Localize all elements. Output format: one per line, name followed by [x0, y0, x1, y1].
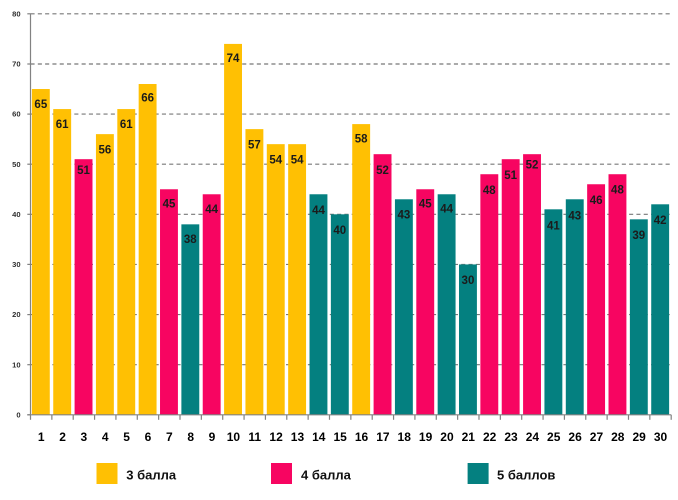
svg-text:61: 61 [56, 119, 69, 131]
svg-text:43: 43 [397, 209, 410, 221]
svg-text:9: 9 [209, 430, 216, 444]
svg-text:21: 21 [462, 430, 476, 444]
svg-text:44: 44 [312, 205, 325, 217]
svg-text:38: 38 [184, 234, 197, 246]
svg-text:39: 39 [632, 230, 645, 242]
svg-text:12: 12 [269, 430, 283, 444]
svg-text:19: 19 [419, 430, 433, 444]
svg-text:46: 46 [590, 195, 603, 207]
svg-text:11: 11 [248, 430, 261, 444]
svg-text:65: 65 [34, 99, 47, 111]
svg-text:13: 13 [291, 430, 305, 444]
svg-text:80: 80 [12, 9, 20, 18]
svg-text:42: 42 [654, 215, 667, 227]
svg-text:54: 54 [269, 154, 282, 166]
svg-text:40: 40 [12, 210, 20, 219]
svg-text:57: 57 [248, 140, 261, 152]
svg-text:5 баллов: 5 баллов [497, 467, 555, 482]
svg-text:20: 20 [440, 430, 454, 444]
svg-text:3 балла: 3 балла [126, 467, 177, 482]
svg-text:23: 23 [504, 430, 518, 444]
svg-text:60: 60 [12, 110, 20, 119]
svg-text:25: 25 [547, 430, 561, 444]
svg-text:50: 50 [12, 160, 20, 169]
svg-text:20: 20 [12, 310, 20, 319]
svg-text:10: 10 [12, 360, 20, 369]
svg-text:15: 15 [333, 430, 347, 444]
svg-text:27: 27 [590, 430, 604, 444]
svg-text:56: 56 [99, 145, 112, 157]
svg-text:18: 18 [398, 430, 412, 444]
svg-text:3: 3 [81, 430, 88, 444]
svg-text:52: 52 [376, 165, 389, 177]
svg-text:30: 30 [654, 430, 668, 444]
svg-text:26: 26 [568, 430, 582, 444]
svg-text:17: 17 [376, 430, 390, 444]
svg-text:74: 74 [227, 53, 240, 65]
svg-text:10: 10 [227, 430, 241, 444]
svg-text:41: 41 [547, 221, 560, 233]
svg-text:61: 61 [120, 119, 133, 131]
svg-text:48: 48 [611, 184, 624, 196]
svg-text:7: 7 [166, 430, 173, 444]
svg-text:28: 28 [611, 430, 625, 444]
svg-text:52: 52 [526, 159, 539, 171]
svg-text:51: 51 [504, 170, 517, 182]
svg-text:44: 44 [440, 204, 453, 216]
svg-text:4: 4 [102, 430, 109, 444]
svg-text:24: 24 [526, 430, 540, 444]
svg-text:1: 1 [38, 430, 45, 444]
svg-text:29: 29 [632, 430, 646, 444]
svg-text:43: 43 [568, 210, 581, 222]
svg-text:51: 51 [77, 165, 90, 177]
svg-text:30: 30 [12, 260, 20, 269]
svg-text:48: 48 [483, 185, 496, 197]
svg-text:16: 16 [355, 430, 369, 444]
svg-text:45: 45 [163, 198, 176, 210]
svg-text:2: 2 [59, 430, 66, 444]
svg-text:4 балла: 4 балла [301, 467, 352, 482]
svg-text:45: 45 [419, 199, 432, 211]
svg-text:6: 6 [145, 430, 152, 444]
svg-text:30: 30 [462, 275, 475, 287]
svg-text:14: 14 [312, 430, 326, 444]
svg-text:8: 8 [187, 430, 194, 444]
svg-text:70: 70 [12, 60, 20, 69]
svg-text:44: 44 [205, 204, 218, 216]
svg-text:66: 66 [141, 92, 154, 104]
svg-text:5: 5 [123, 430, 130, 444]
svg-text:54: 54 [291, 154, 304, 166]
svg-text:0: 0 [16, 410, 20, 419]
svg-text:58: 58 [355, 134, 368, 146]
svg-text:40: 40 [333, 225, 346, 237]
svg-text:22: 22 [483, 430, 497, 444]
